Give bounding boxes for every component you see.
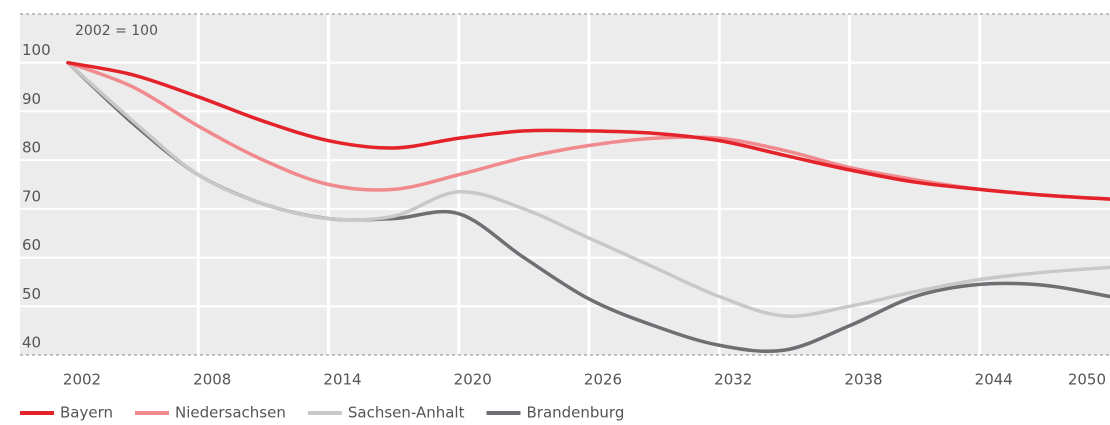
y-tick-label: 80 (22, 139, 41, 157)
x-tick-label: 2008 (193, 371, 231, 389)
y-tick-label: 100 (22, 41, 51, 59)
y-tick-label: 60 (22, 236, 41, 254)
legend-label: Sachsen-Anhalt (348, 404, 465, 422)
x-tick-label: 2002 (63, 371, 101, 389)
legend-label: Bayern (60, 404, 113, 422)
legend-label: Niedersachsen (175, 404, 286, 422)
x-tick-label: 2032 (714, 371, 752, 389)
line (66, 60, 1110, 201)
line (66, 60, 1110, 201)
legend-label: Brandenburg (526, 404, 624, 422)
x-tick-label: 2026 (584, 371, 622, 389)
x-tick-label: 2050 (1068, 371, 1106, 389)
annotation: 2002 = 100 (75, 23, 158, 39)
x-tick-label: 2044 (975, 371, 1013, 389)
y-tick-label: 70 (22, 187, 41, 205)
line (66, 60, 1110, 319)
y-tick-label: 40 (22, 334, 41, 352)
y-tick-label: 50 (22, 285, 41, 303)
x-tick-label: 2038 (844, 371, 882, 389)
x-tick-label: 2020 (454, 371, 492, 389)
x-tick-label: 2014 (323, 371, 361, 389)
y-tick-label: 90 (22, 90, 41, 108)
